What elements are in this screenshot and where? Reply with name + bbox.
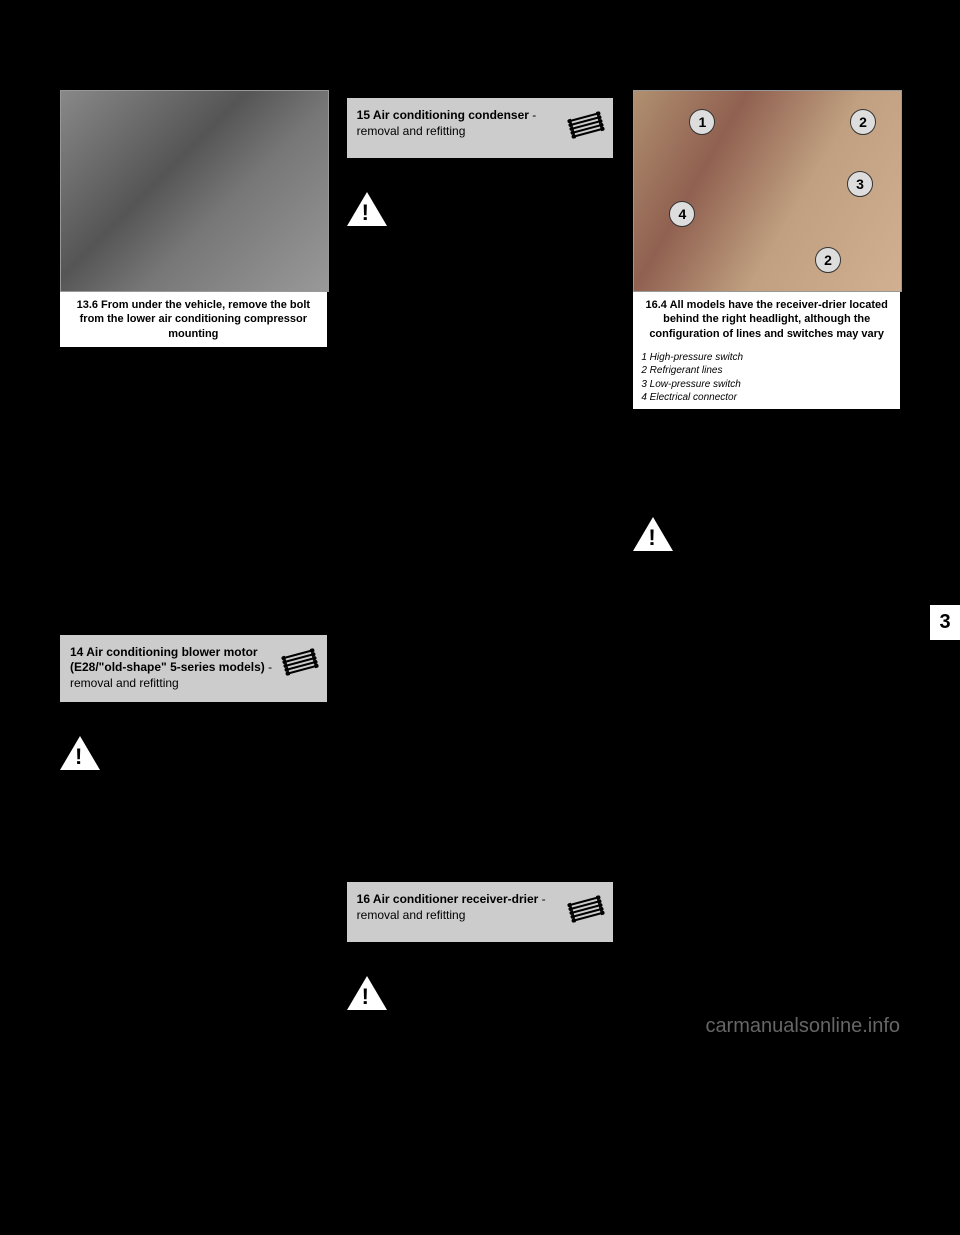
warning-triangle-icon [633,517,673,551]
legend-item-4: 4 Electrical connector [641,391,892,405]
marker-2b: 2 [815,247,841,273]
warning-block-3 [347,976,614,1010]
section-14-header: 14 Air conditioning blower motor (E28/"o… [60,635,327,702]
section-15-title-bold: Air conditioning condenser [373,108,529,122]
warning-block-2 [347,192,614,226]
column-1: 13.6 From under the vehicle, remove the … [60,90,327,1018]
warning-block-4 [633,517,900,551]
figure-16-4-legend: 1 High-pressure switch 2 Refrigerant lin… [633,347,900,409]
section-14-title: 14 Air conditioning blower motor (E28/"o… [70,645,283,692]
marker-2a: 2 [850,109,876,135]
marker-3: 3 [847,171,873,197]
section-15-header: 15 Air conditioning condenser - removal … [347,98,614,158]
warning-triangle-icon [347,976,387,1010]
section-14-number: 14 [70,645,83,659]
section-15-title: 15 Air conditioning condenser - removal … [357,108,570,139]
figure-16-4-photo: 1 2 3 4 2 [633,90,902,292]
warning-block-1 [60,736,327,770]
difficulty-wrench-icon [566,888,608,930]
column-3: 1 2 3 4 2 16.4 All models have the recei… [633,90,900,1018]
column-layout: 13.6 From under the vehicle, remove the … [60,90,900,1018]
figure-16-4-caption: 16.4 All models have the receiver-drier … [633,292,900,347]
figure-13-6-caption: 13.6 From under the vehicle, remove the … [60,292,327,347]
difficulty-wrench-icon [279,641,321,683]
column-2: 15 Air conditioning condenser - removal … [347,90,614,1018]
watermark-text: carmanualsonline.info [705,1015,900,1038]
difficulty-wrench-icon [566,104,608,146]
legend-item-3: 3 Low-pressure switch [641,378,892,392]
section-16-number: 16 [357,892,370,906]
body-text-spacer [633,409,900,509]
body-text-spacer [60,347,327,627]
manual-page: 13.6 From under the vehicle, remove the … [0,0,960,1058]
chapter-tab: 3 [930,605,960,640]
marker-1: 1 [689,109,715,135]
section-14-title-bold: Air conditioning blower motor (E28/"old-… [70,645,265,675]
section-16-title: 16 Air conditioner receiver-drier - remo… [357,892,570,923]
section-15-number: 15 [357,108,370,122]
figure-13-6-photo [60,90,329,292]
section-16-header: 16 Air conditioner receiver-drier - remo… [347,882,614,942]
legend-item-2: 2 Refrigerant lines [641,364,892,378]
warning-triangle-icon [347,192,387,226]
legend-item-1: 1 High-pressure switch [641,351,892,365]
warning-triangle-icon [60,736,100,770]
section-16-title-bold: Air conditioner receiver-drier [373,892,538,906]
marker-4: 4 [669,201,695,227]
body-text-spacer [347,234,614,874]
